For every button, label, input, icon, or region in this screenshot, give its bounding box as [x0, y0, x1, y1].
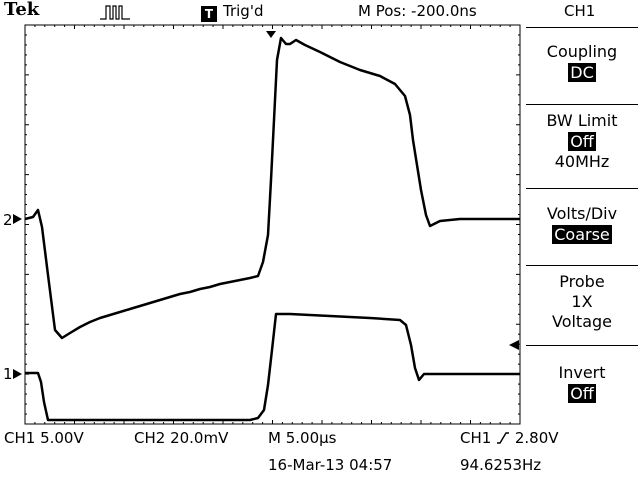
- menu-separator: [526, 345, 638, 346]
- ch1-marker-arrow: [13, 369, 22, 379]
- timebase-readout: M 5.00µs: [268, 429, 337, 447]
- menu-volts-div[interactable]: Volts/Div Coarse: [526, 204, 638, 245]
- menu-invert-title: Invert: [558, 363, 606, 382]
- menu-probe-attenuation: 1X: [571, 292, 593, 311]
- menu-coupling[interactable]: Coupling DC: [526, 42, 638, 83]
- rising-edge-icon: [497, 432, 510, 444]
- ch1-trace: [25, 312, 520, 422]
- menu-coupling-value: DC: [568, 63, 596, 82]
- graticule: [24, 24, 521, 425]
- trigger-source: CH1: [460, 429, 492, 447]
- menu-probe-title: Probe: [559, 272, 605, 291]
- menu-volts-div-title: Volts/Div: [546, 204, 618, 223]
- trigger-position-marker: [266, 31, 276, 38]
- menu-volts-div-value: Coarse: [552, 225, 612, 244]
- menu-invert[interactable]: Invert Off: [526, 363, 638, 404]
- trigger-readout: CH1 2.80V: [460, 429, 559, 447]
- trigger-level: 2.80V: [514, 429, 559, 447]
- m-pos-readout: M Pos: -200.0ns: [358, 2, 477, 20]
- menu-probe[interactable]: Probe 1X Voltage: [526, 272, 638, 332]
- menu-separator: [526, 104, 638, 105]
- menu-bw-limit-value: Off: [568, 132, 596, 151]
- menu-invert-value: Off: [568, 384, 596, 403]
- ch1-ground-marker: 1: [3, 365, 13, 383]
- menu-channel-title: CH1: [564, 2, 596, 20]
- menu-separator: [526, 27, 638, 28]
- graticule-ticks: [25, 25, 520, 424]
- menu-coupling-title: Coupling: [546, 42, 618, 61]
- trigger-status-text: Trig'd: [223, 2, 264, 20]
- brand-logo: Tek: [4, 0, 40, 20]
- trigger-level-marker: [509, 340, 519, 350]
- acquisition-pulse-icon: [100, 5, 130, 20]
- ch2-ground-marker: 2: [3, 211, 13, 229]
- menu-separator: [526, 188, 638, 189]
- menu-bw-limit[interactable]: BW Limit Off 40MHz: [526, 111, 638, 172]
- menu-separator: [526, 265, 638, 266]
- menu-probe-type: Voltage: [551, 312, 612, 331]
- trigger-status: T Trig'd: [201, 2, 263, 22]
- menu-bw-limit-title: BW Limit: [546, 111, 618, 130]
- menu-bw-limit-extra: 40MHz: [554, 152, 610, 171]
- frequency-readout: 94.6253Hz: [460, 456, 542, 474]
- ch2-scale-readout: CH2 20.0mV: [134, 429, 229, 447]
- ch2-trace: [24, 36, 520, 340]
- date-time-readout: 16-Mar-13 04:57: [268, 456, 393, 474]
- ch2-marker-arrow: [13, 214, 22, 224]
- trigger-icon: T: [201, 6, 217, 22]
- ch1-scale-readout: CH1 5.00V: [4, 429, 84, 447]
